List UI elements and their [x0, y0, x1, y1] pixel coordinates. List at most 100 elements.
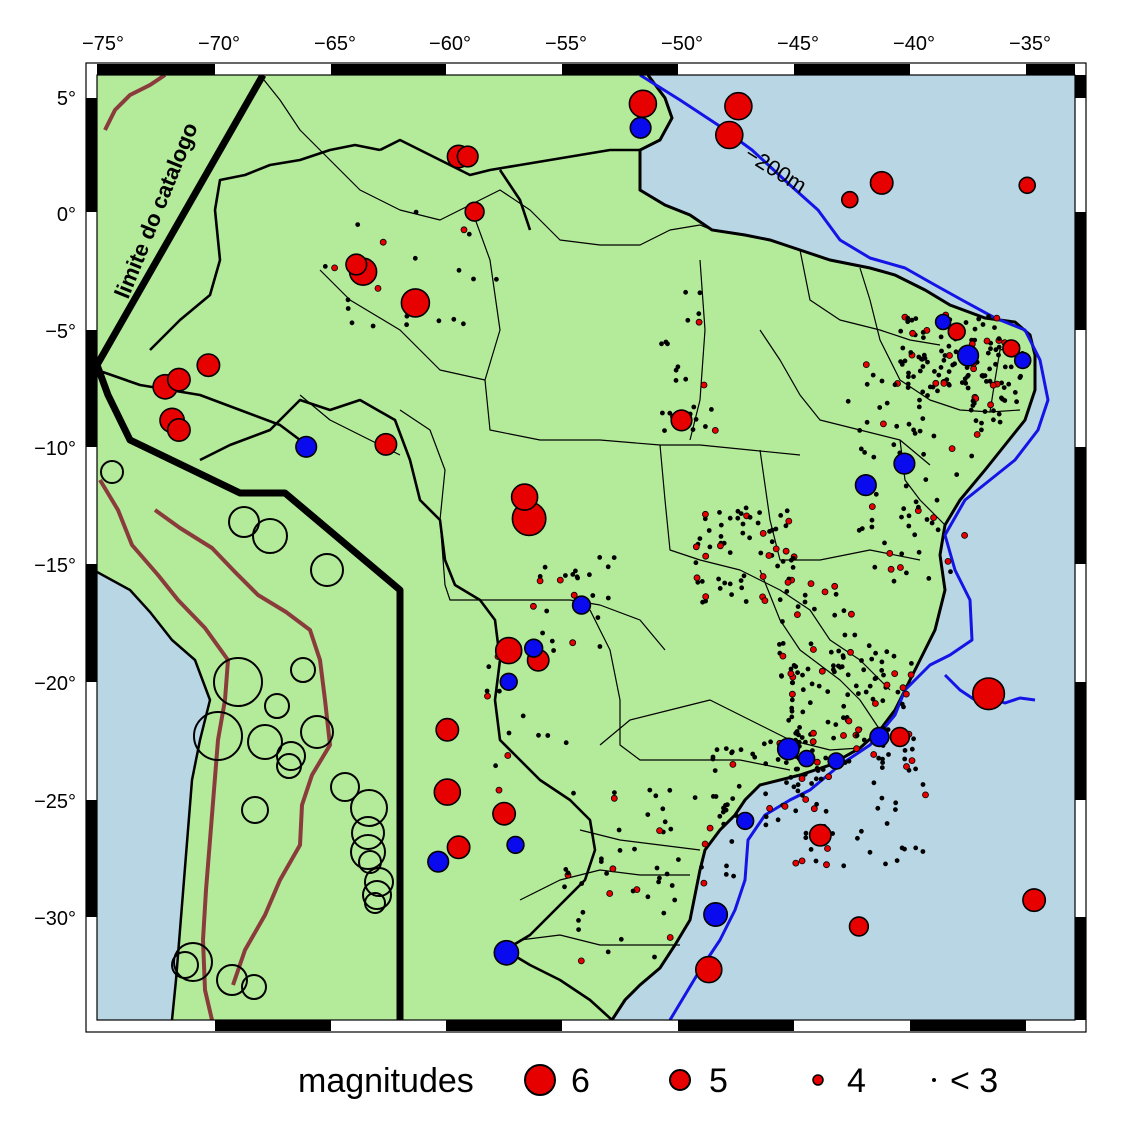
minor-event	[758, 550, 764, 556]
minor-event	[800, 672, 805, 678]
lon-label: −70°	[198, 33, 240, 55]
minor-event	[789, 697, 795, 703]
minor-event	[789, 690, 796, 698]
minor-event	[902, 756, 908, 762]
minor-event	[916, 549, 922, 555]
minor-event	[895, 689, 901, 695]
event-marker	[571, 595, 592, 615]
minor-event	[456, 267, 462, 273]
minor-event	[605, 949, 611, 955]
minor-event	[800, 709, 806, 715]
minor-event	[925, 393, 930, 398]
minor-event	[867, 849, 873, 855]
minor-event	[991, 408, 996, 414]
minor-event	[887, 565, 895, 573]
legend-label: 5	[709, 1062, 728, 1100]
minor-event	[856, 527, 862, 533]
minor-event	[665, 341, 670, 347]
event-marker	[971, 677, 1006, 711]
minor-event	[922, 791, 929, 799]
minor-event	[780, 619, 785, 624]
event-marker	[510, 483, 539, 511]
minor-event	[1006, 381, 1012, 387]
minor-event	[617, 848, 623, 853]
minor-event	[917, 428, 923, 434]
minor-event	[906, 523, 912, 529]
minor-event	[930, 514, 937, 521]
minor-event	[992, 325, 997, 331]
minor-event	[761, 741, 767, 747]
andes-contours	[98, 75, 332, 1020]
minor-event	[706, 824, 714, 832]
minor-event	[495, 786, 503, 794]
minor-event	[810, 646, 817, 653]
minor-event	[842, 632, 848, 638]
minor-event	[322, 263, 328, 269]
lon-label: −55°	[545, 33, 587, 55]
minor-event	[841, 863, 847, 869]
minor-event	[873, 491, 879, 497]
minor-event	[898, 359, 903, 365]
minor-event	[716, 576, 721, 582]
minor-event	[965, 372, 971, 378]
minor-event	[573, 568, 578, 574]
minor-event	[630, 888, 636, 894]
minor-event	[537, 574, 543, 579]
minor-event	[587, 572, 592, 578]
minor-event	[832, 612, 838, 618]
lon-label: −40°	[893, 33, 935, 55]
minor-event	[809, 681, 815, 687]
minor-event	[954, 472, 960, 478]
minor-event	[729, 761, 737, 768]
minor-event	[863, 689, 869, 695]
minor-event	[909, 661, 914, 666]
minor-event	[809, 781, 814, 786]
minor-event	[693, 574, 701, 582]
minor-event	[808, 641, 814, 647]
minor-event	[731, 873, 736, 879]
minor-event	[412, 255, 418, 261]
minor-event	[929, 520, 935, 526]
minor-event	[920, 329, 926, 335]
minor-event	[793, 664, 799, 669]
map-frame	[85, 62, 1087, 1033]
minor-event	[916, 504, 921, 510]
minor-event	[802, 771, 808, 777]
minor-event	[780, 559, 786, 564]
minor-event	[436, 318, 442, 324]
minor-event	[569, 639, 577, 647]
minor-event	[660, 410, 665, 416]
lon-label: −35°	[1009, 33, 1051, 55]
minor-event	[544, 608, 550, 614]
minor-event	[892, 382, 898, 388]
minor-event	[590, 593, 596, 598]
minor-event	[779, 652, 787, 660]
minor-event	[893, 807, 898, 812]
minor-event	[721, 821, 727, 827]
minor-event	[909, 746, 915, 752]
event-marker	[797, 749, 816, 768]
minor-event	[783, 523, 789, 529]
minor-event	[946, 369, 952, 375]
minor-event	[763, 791, 768, 797]
minor-event	[788, 775, 794, 780]
minor-event	[738, 511, 744, 516]
minor-event	[869, 656, 875, 662]
minor-event	[906, 370, 911, 376]
minor-event	[901, 506, 907, 512]
minor-event	[934, 497, 940, 503]
minor-event	[611, 555, 617, 560]
minor-event	[870, 751, 878, 758]
minor-event	[946, 343, 952, 349]
minor-event	[862, 449, 867, 455]
minor-event	[971, 400, 977, 406]
minor-event	[755, 520, 761, 526]
minor-event	[904, 570, 909, 576]
minor-event	[563, 740, 569, 746]
minor-event	[982, 409, 988, 414]
event-marker	[893, 452, 916, 475]
minor-event	[779, 673, 784, 678]
minor-event	[939, 348, 944, 354]
minor-event	[656, 879, 661, 885]
